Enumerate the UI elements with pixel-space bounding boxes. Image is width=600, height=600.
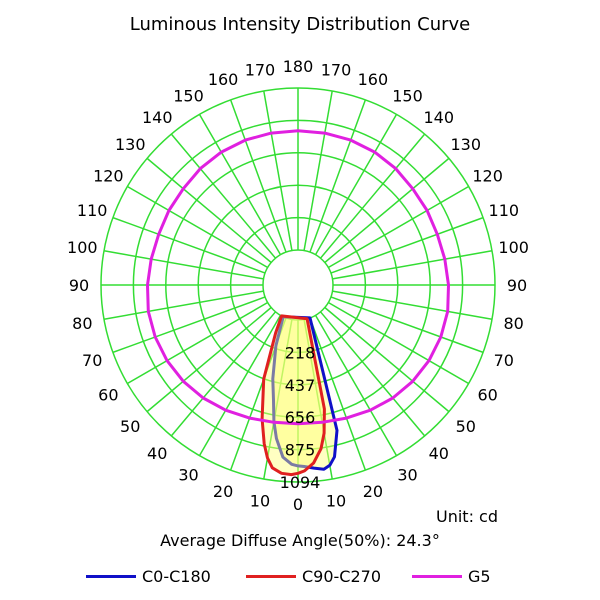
grid-inner-circle xyxy=(262,249,334,321)
grid-spoke xyxy=(303,90,333,251)
angle-label: 30 xyxy=(397,466,417,485)
grid-spoke xyxy=(198,314,282,456)
angle-label: 100 xyxy=(67,238,98,257)
angle-label: 50 xyxy=(456,417,476,436)
series-curve-c90-c270 xyxy=(260,314,326,477)
series-curve-g5 xyxy=(146,129,450,426)
ring-value-label: 218 xyxy=(285,343,316,362)
ring-value-label: 437 xyxy=(285,376,316,395)
legend-swatch-g5 xyxy=(412,574,462,578)
legend-swatch-c90-c270 xyxy=(246,574,296,578)
angle-label: 90 xyxy=(69,276,89,295)
grid-spoke xyxy=(127,301,269,385)
angle-label: 60 xyxy=(98,386,118,405)
grid-spoke xyxy=(127,185,269,269)
grid-spoke xyxy=(263,90,293,251)
angle-label: 100 xyxy=(498,238,529,257)
angle-label: 180 xyxy=(283,57,314,76)
angle-label: 30 xyxy=(178,466,198,485)
grid-spoke xyxy=(314,314,398,456)
grid-spoke xyxy=(303,319,333,480)
grid-spoke xyxy=(263,319,293,480)
grid-spoke xyxy=(332,290,493,320)
angle-label: 0 xyxy=(293,495,303,514)
grid-spoke xyxy=(324,306,450,413)
grid-spoke xyxy=(229,99,287,253)
angle-label: 110 xyxy=(77,201,108,220)
grid-spoke xyxy=(319,133,426,259)
angle-label: 20 xyxy=(363,482,383,501)
grid-spoke xyxy=(103,250,264,280)
angle-label: 10 xyxy=(250,492,270,511)
angle-label: 110 xyxy=(489,201,520,220)
angle-label: 120 xyxy=(93,167,124,186)
angle-label: 170 xyxy=(321,60,352,79)
grid-spoke xyxy=(330,296,484,354)
angle-label: 150 xyxy=(392,86,423,105)
ring-value-label: 875 xyxy=(285,441,316,460)
ring-value-label: 656 xyxy=(285,408,316,427)
grid-spoke xyxy=(314,114,398,256)
grid-spoke xyxy=(327,301,469,385)
angle-label: 20 xyxy=(213,482,233,501)
grid-spoke xyxy=(170,133,277,259)
angle-label: 60 xyxy=(477,386,497,405)
angle-label: 70 xyxy=(82,351,102,370)
angle-label: 160 xyxy=(208,70,239,89)
grid-spoke xyxy=(170,311,277,437)
average-angle-label: Average Diffuse Angle(50%): 24.3° xyxy=(160,531,440,550)
legend-swatch-c0-c180 xyxy=(86,574,136,578)
angle-label: 80 xyxy=(72,314,92,333)
grid-spoke xyxy=(309,99,367,253)
angle-label: 150 xyxy=(173,86,204,105)
angle-label: 70 xyxy=(494,351,514,370)
angle-label: 130 xyxy=(450,135,481,154)
angle-label: 50 xyxy=(120,417,140,436)
grid-spoke xyxy=(332,250,493,280)
legend-label-c90-c270: C90-C270 xyxy=(302,566,382,586)
grid-spoke xyxy=(103,290,264,320)
grid-spoke xyxy=(112,216,266,274)
grid-spoke xyxy=(146,306,272,413)
angle-label: 80 xyxy=(503,314,523,333)
angle-label: 120 xyxy=(472,167,503,186)
angle-label: 40 xyxy=(429,444,449,463)
angle-label: 10 xyxy=(326,492,346,511)
series-curve-c0-c180 xyxy=(271,315,339,471)
grid-spoke xyxy=(319,311,426,437)
angle-label: 140 xyxy=(423,108,454,127)
angle-label: 130 xyxy=(115,135,146,154)
angle-label: 170 xyxy=(245,60,276,79)
ring-value-label: 1094 xyxy=(280,473,321,492)
angle-label: 90 xyxy=(507,276,527,295)
legend-item-g5: G5 xyxy=(412,566,491,586)
unit-label: Unit: cd xyxy=(436,507,498,526)
grid-spoke xyxy=(112,296,266,354)
chart-title: Luminous Intensity Distribution Curve xyxy=(129,14,471,35)
grid-spoke xyxy=(146,157,272,264)
legend-item-c90-c270: C90-C270 xyxy=(246,566,381,586)
legend-label-c0-c180: C0-C180 xyxy=(142,566,211,586)
legend-label-g5: G5 xyxy=(468,566,491,586)
angle-label: 160 xyxy=(358,70,389,89)
grid-spoke xyxy=(330,216,484,274)
angle-label: 140 xyxy=(142,108,173,127)
grid-spoke xyxy=(198,114,282,256)
angle-label: 40 xyxy=(147,444,167,463)
legend-item-c0-c180: C0-C180 xyxy=(86,566,211,586)
grid-spoke xyxy=(324,157,450,264)
grid-spoke xyxy=(327,185,469,269)
grid-spoke xyxy=(309,317,367,471)
